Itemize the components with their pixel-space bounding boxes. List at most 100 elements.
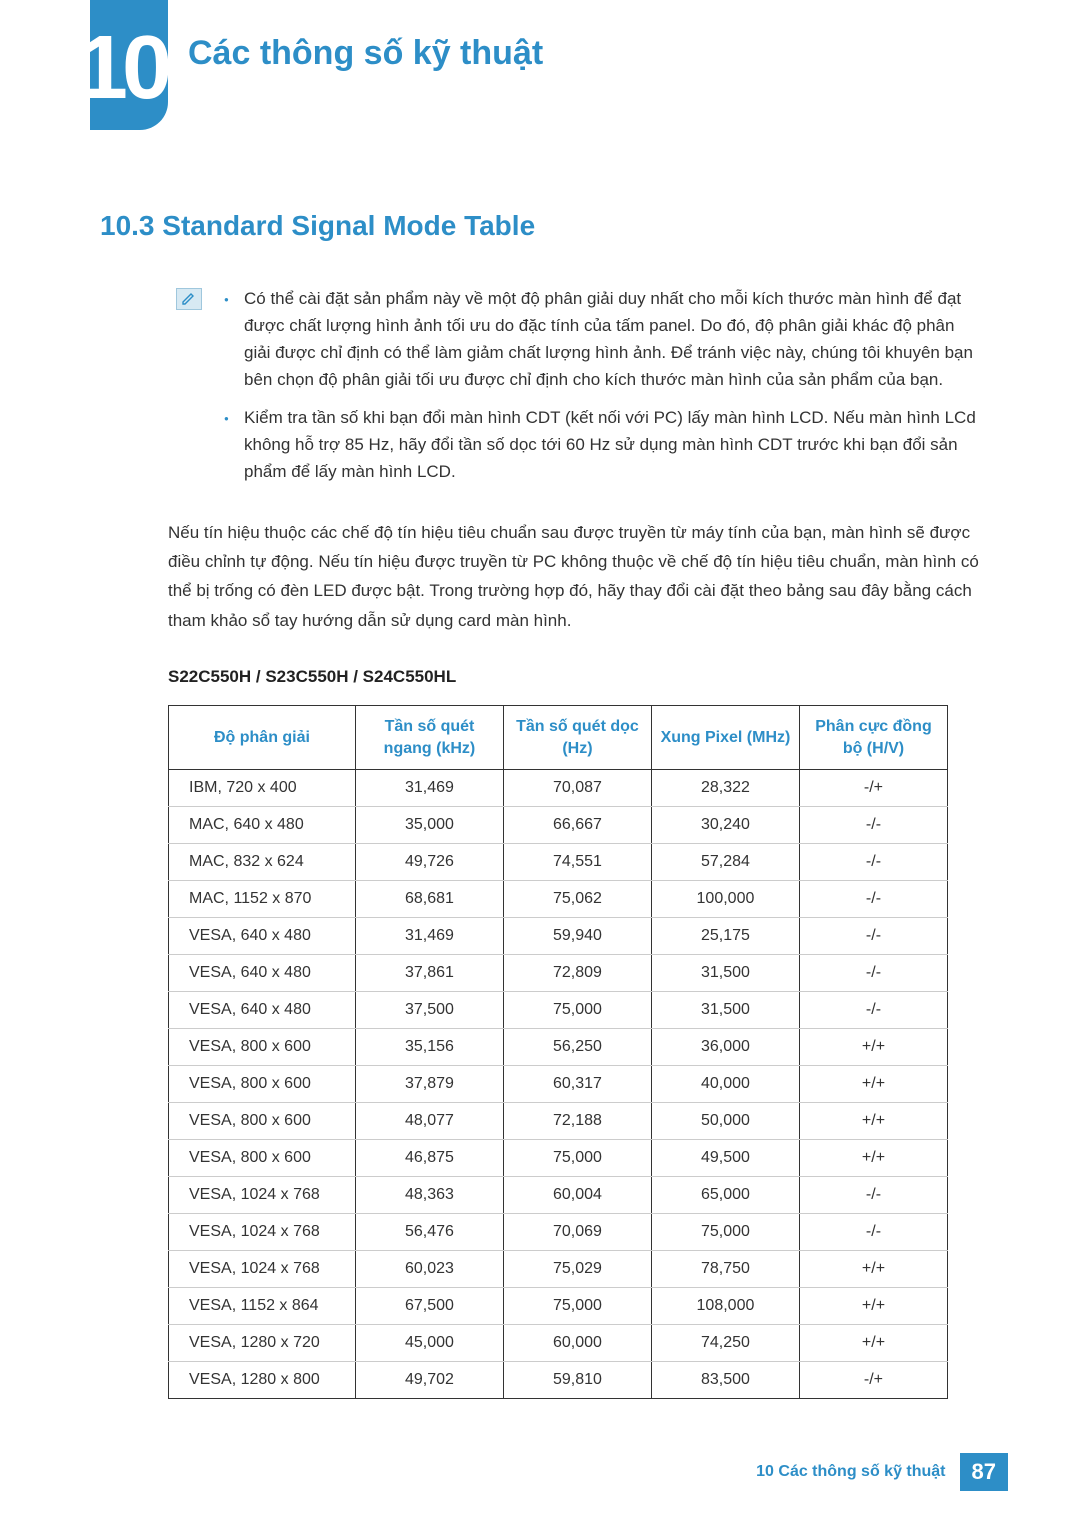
table-cell: 100,000 (651, 881, 799, 918)
table-row: VESA, 800 x 60046,87575,00049,500+/+ (169, 1140, 948, 1177)
table-row: VESA, 1024 x 76848,36360,00465,000-/- (169, 1177, 948, 1214)
signal-mode-table: Độ phân giải Tần số quét ngang (kHz) Tần… (168, 705, 948, 1399)
col-header-polarity: Phân cực đồng bộ (H/V) (799, 705, 947, 769)
table-cell: -/- (799, 992, 947, 1029)
table-cell: 28,322 (651, 770, 799, 807)
table-row: MAC, 640 x 48035,00066,66730,240-/- (169, 807, 948, 844)
table-cell: 70,087 (503, 770, 651, 807)
table-cell: -/- (799, 1214, 947, 1251)
note-item: Kiểm tra tần số khi bạn đổi màn hình CDT… (224, 405, 980, 486)
table-cell: 30,240 (651, 807, 799, 844)
table-cell: 72,809 (503, 955, 651, 992)
table-cell: VESA, 800 x 600 (169, 1029, 356, 1066)
note-list: Có thể cài đặt sản phẩm này về một độ ph… (224, 286, 980, 498)
table-cell: 48,363 (355, 1177, 503, 1214)
table-cell: 75,000 (651, 1214, 799, 1251)
table-cell: -/+ (799, 1362, 947, 1399)
table-cell: VESA, 640 x 480 (169, 918, 356, 955)
table-cell: 66,667 (503, 807, 651, 844)
table-cell: 67,500 (355, 1288, 503, 1325)
table-cell: 74,250 (651, 1325, 799, 1362)
table-row: VESA, 640 x 48037,50075,00031,500-/- (169, 992, 948, 1029)
table-row: VESA, 1024 x 76860,02375,02978,750+/+ (169, 1251, 948, 1288)
table-body: IBM, 720 x 40031,46970,08728,322-/+MAC, … (169, 770, 948, 1399)
table-cell: IBM, 720 x 400 (169, 770, 356, 807)
table-header-row: Độ phân giải Tần số quét ngang (kHz) Tần… (169, 705, 948, 769)
table-cell: 48,077 (355, 1103, 503, 1140)
table-cell: 49,702 (355, 1362, 503, 1399)
table-cell: VESA, 800 x 600 (169, 1103, 356, 1140)
table-cell: 35,156 (355, 1029, 503, 1066)
table-cell: 78,750 (651, 1251, 799, 1288)
table-cell: 75,029 (503, 1251, 651, 1288)
table-cell: 57,284 (651, 844, 799, 881)
table-cell: -/- (799, 881, 947, 918)
body-paragraph: Nếu tín hiệu thuộc các chế độ tín hiệu t… (168, 518, 980, 635)
page-footer: 10 Các thông số kỹ thuật 87 (756, 1453, 1008, 1491)
table-row: VESA, 800 x 60048,07772,18850,000+/+ (169, 1103, 948, 1140)
table-head: Độ phân giải Tần số quét ngang (kHz) Tần… (169, 705, 948, 769)
table-cell: 25,175 (651, 918, 799, 955)
table-cell: VESA, 800 x 600 (169, 1140, 356, 1177)
section-heading: 10.3 Standard Signal Mode Table (100, 210, 1080, 242)
table-row: VESA, 640 x 48031,46959,94025,175-/- (169, 918, 948, 955)
table-cell: VESA, 1024 x 768 (169, 1177, 356, 1214)
table-cell: 31,500 (651, 955, 799, 992)
table-cell: 31,469 (355, 770, 503, 807)
table-cell: 75,062 (503, 881, 651, 918)
table-row: VESA, 1152 x 86467,50075,000108,000+/+ (169, 1288, 948, 1325)
table-cell: VESA, 1152 x 864 (169, 1288, 356, 1325)
table-cell: 60,004 (503, 1177, 651, 1214)
table-cell: 75,000 (503, 992, 651, 1029)
table-cell: 68,681 (355, 881, 503, 918)
table-cell: 108,000 (651, 1288, 799, 1325)
table-cell: -/- (799, 1177, 947, 1214)
table-cell: 72,188 (503, 1103, 651, 1140)
table-cell: 74,551 (503, 844, 651, 881)
col-header-hfreq: Tần số quét ngang (kHz) (355, 705, 503, 769)
table-cell: +/+ (799, 1251, 947, 1288)
table-cell: -/+ (799, 770, 947, 807)
table-cell: +/+ (799, 1140, 947, 1177)
table-row: VESA, 1280 x 72045,00060,00074,250+/+ (169, 1325, 948, 1362)
table-row: VESA, 1280 x 80049,70259,81083,500-/+ (169, 1362, 948, 1399)
footer-text: 10 Các thông số kỹ thuật (756, 1453, 959, 1491)
table-cell: 36,000 (651, 1029, 799, 1066)
table-cell: VESA, 640 x 480 (169, 955, 356, 992)
table-cell: 70,069 (503, 1214, 651, 1251)
table-cell: VESA, 1024 x 768 (169, 1251, 356, 1288)
table-cell: VESA, 1024 x 768 (169, 1214, 356, 1251)
col-header-resolution: Độ phân giải (169, 705, 356, 769)
models-label: S22C550H / S23C550H / S24C550HL (168, 667, 1080, 687)
table-cell: +/+ (799, 1103, 947, 1140)
note-block: Có thể cài đặt sản phẩm này về một độ ph… (176, 286, 980, 498)
table-cell: 37,500 (355, 992, 503, 1029)
table-cell: 31,500 (651, 992, 799, 1029)
footer-page-number: 87 (960, 1453, 1008, 1491)
table-row: VESA, 640 x 48037,86172,80931,500-/- (169, 955, 948, 992)
table-cell: 60,317 (503, 1066, 651, 1103)
table-row: IBM, 720 x 40031,46970,08728,322-/+ (169, 770, 948, 807)
table-row: MAC, 1152 x 87068,68175,062100,000-/- (169, 881, 948, 918)
table-cell: +/+ (799, 1325, 947, 1362)
table-cell: 56,250 (503, 1029, 651, 1066)
table-cell: 59,940 (503, 918, 651, 955)
table-cell: +/+ (799, 1066, 947, 1103)
table-cell: VESA, 1280 x 800 (169, 1362, 356, 1399)
table-cell: MAC, 640 x 480 (169, 807, 356, 844)
table-cell: 59,810 (503, 1362, 651, 1399)
table-cell: 31,469 (355, 918, 503, 955)
table-cell: 37,879 (355, 1066, 503, 1103)
table-cell: 60,000 (503, 1325, 651, 1362)
table-cell: 37,861 (355, 955, 503, 992)
table-cell: +/+ (799, 1029, 947, 1066)
page-header: 10 Các thông số kỹ thuật (0, 0, 1080, 130)
table-cell: -/- (799, 918, 947, 955)
col-header-vfreq: Tần số quét dọc (Hz) (503, 705, 651, 769)
table-cell: 75,000 (503, 1288, 651, 1325)
table-cell: +/+ (799, 1288, 947, 1325)
table-cell: -/- (799, 955, 947, 992)
table-cell: 35,000 (355, 807, 503, 844)
table-cell: 40,000 (651, 1066, 799, 1103)
table-cell: -/- (799, 807, 947, 844)
